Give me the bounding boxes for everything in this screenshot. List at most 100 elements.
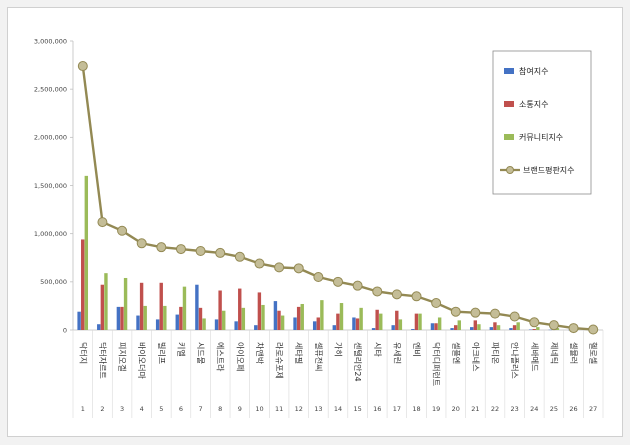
category-index: 6 [179, 405, 183, 413]
category-label: 셀플엔 [451, 342, 461, 364]
category-label: 파티온 [491, 342, 500, 364]
category-index: 11 [275, 405, 283, 413]
bar-1 [509, 328, 513, 330]
category-index: 20 [452, 405, 460, 413]
reputation-point [136, 238, 147, 249]
category-index: 15 [353, 405, 361, 413]
reputation-point [117, 225, 128, 236]
category-index: 27 [589, 405, 597, 413]
bar-2 [218, 290, 222, 330]
y-tick-label: 500,000 [40, 278, 67, 286]
brand-reputation-chart: 3,000,000 2,500,000 2,000,000 1,500,000 1,00… [34, 37, 604, 418]
bar-2 [336, 313, 340, 330]
reputation-point [548, 320, 559, 331]
legend-label: 소통지수 [519, 100, 548, 109]
category-label: 닥터지 [78, 342, 88, 364]
bar-1 [116, 306, 121, 330]
category-index: 12 [295, 405, 303, 413]
category-label: 빌리프 [157, 342, 167, 364]
reputation-point [293, 263, 304, 274]
reputation-point [97, 217, 108, 228]
category-label: 닥터자르트 [98, 342, 108, 379]
bar-3 [359, 307, 363, 330]
bar-3 [104, 273, 108, 330]
category-index: 3 [120, 405, 124, 413]
bar-1 [470, 327, 474, 330]
bar-1 [234, 321, 238, 330]
category-label: 시드물 [196, 342, 205, 364]
bar-1 [352, 317, 356, 330]
category-index: 5 [159, 405, 163, 413]
y-tick-label: 2,000,000 [34, 134, 67, 142]
category-index: 10 [255, 405, 263, 413]
bar-3 [339, 303, 344, 330]
category-index: 21 [471, 405, 479, 413]
category-index: 8 [218, 405, 222, 413]
category-label: 피지오겔 [118, 342, 128, 371]
reputation-point [215, 247, 226, 258]
bar-2 [238, 288, 242, 330]
y-tick-label: 1,500,000 [34, 182, 67, 190]
category-label: 닥터디퍼런트 [432, 342, 442, 386]
bar-2 [512, 325, 517, 330]
category-index: 4 [140, 405, 144, 413]
reputation-point [352, 280, 363, 291]
legend-label: 참여지수 [519, 66, 548, 76]
category-index: 24 [530, 405, 538, 413]
bar-3 [123, 277, 128, 330]
bar-3 [477, 324, 481, 330]
bar-3 [222, 310, 226, 330]
category-label: 아크네스 [471, 342, 481, 371]
bar-1 [371, 328, 376, 330]
category-label: 세바메드 [530, 342, 540, 371]
category-label: 센텔리안24 [353, 342, 363, 382]
legend-swatch [504, 68, 514, 74]
category-index: 22 [491, 405, 499, 413]
bar-3 [555, 328, 560, 330]
bar-2 [257, 292, 262, 330]
reputation-point [234, 251, 245, 262]
bar-1 [312, 321, 317, 330]
y-tick-label: 1,000,000 [34, 230, 67, 238]
bar-2 [316, 317, 320, 330]
bar-1 [293, 317, 297, 330]
category-label: 에스트라 [216, 342, 225, 372]
category-index: 23 [511, 405, 519, 413]
reputation-point [274, 262, 285, 273]
bar-3 [496, 325, 501, 330]
bar-1 [489, 327, 494, 330]
reputation-point [195, 246, 206, 257]
bar-1 [411, 329, 415, 330]
bar-3 [300, 303, 304, 330]
bar-2 [100, 284, 105, 330]
reputation-point [450, 306, 461, 317]
bar-3 [84, 175, 89, 330]
chart-frame: 3,000,000 2,500,000 2,000,000 1,500,000 1,00… [7, 7, 623, 437]
y-tick-label: 2,500,000 [34, 85, 67, 93]
bar-3 [241, 307, 246, 330]
reputation-point [470, 307, 481, 318]
bar-2 [81, 239, 85, 330]
category-label: 아이오페 [235, 342, 245, 371]
reputation-point [391, 289, 402, 300]
legend-label: 브랜드평판지수 [523, 165, 575, 175]
category-label: 엔비 [412, 342, 422, 357]
reputation-point [254, 258, 265, 269]
category-label: 라로슈포제 [275, 342, 284, 379]
reputation-point [490, 308, 501, 319]
reputation-point [175, 244, 186, 255]
category-index: 9 [238, 405, 242, 413]
reputation-point [372, 286, 383, 297]
reputation-point [333, 276, 343, 287]
category-index: 17 [393, 405, 401, 413]
category-label: 셀뮬러 [569, 342, 579, 364]
y-tick-label: 3,000,000 [34, 37, 67, 45]
reputation-point [411, 291, 422, 302]
bar-2 [473, 320, 478, 330]
bar-3 [536, 327, 540, 330]
bar-3 [516, 322, 520, 330]
bar-1 [332, 325, 336, 330]
bar-3 [418, 313, 422, 330]
category-label: 키엘 [176, 342, 186, 357]
legend-swatch [504, 134, 514, 140]
